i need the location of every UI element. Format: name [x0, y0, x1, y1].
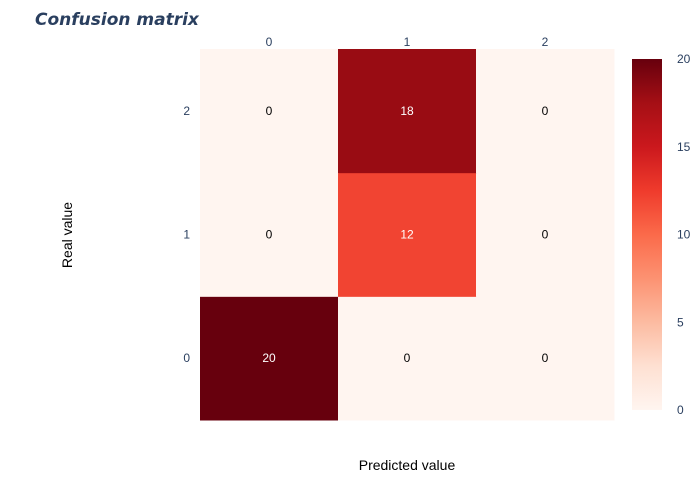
- cell-value-label: 0: [542, 104, 549, 118]
- heatmap-cells: [200, 49, 615, 421]
- y-tick-label: 1: [183, 228, 190, 242]
- cell-value-label: 0: [542, 351, 549, 365]
- x-tick-label: 0: [266, 35, 273, 49]
- heatmap-cell-1-2: [476, 172, 615, 297]
- colorbar-tick-label: 15: [677, 140, 691, 154]
- cell-value-label: 18: [400, 104, 414, 118]
- y-tick-label: 0: [183, 351, 190, 365]
- colorbar-tick-label: 0: [677, 403, 684, 417]
- heatmap-cell-0-1: [338, 296, 477, 421]
- y-tick-label: 2: [183, 104, 190, 118]
- cell-value-label: 0: [542, 228, 549, 242]
- y-axis-title: Real value: [59, 202, 75, 268]
- cell-labels: 20 0 0 0 12 0 0 18 0: [262, 104, 548, 365]
- heatmap-cell-0-2: [476, 296, 615, 421]
- x-axis-title: Predicted value: [359, 457, 456, 473]
- heatmap-cell-2-2: [476, 49, 615, 174]
- colorbar-tick-label: 10: [677, 228, 691, 242]
- x-tick-label: 1: [404, 35, 411, 49]
- cell-value-label: 0: [266, 104, 273, 118]
- heatmap-cell-1-1: [338, 172, 477, 297]
- cell-value-label: 0: [266, 228, 273, 242]
- colorbar: [632, 59, 662, 410]
- heatmap-cell-1-0: [200, 172, 339, 297]
- cell-value-label: 12: [400, 228, 414, 242]
- cell-value-label: 20: [262, 351, 276, 365]
- x-axis-ticks: 0 1 2: [266, 35, 549, 49]
- colorbar-tick-label: 5: [677, 315, 684, 329]
- cell-value-label: 0: [404, 351, 411, 365]
- heatmap-cell-2-0: [200, 49, 339, 174]
- x-tick-label: 2: [542, 35, 549, 49]
- y-axis-ticks: 0 1 2: [183, 104, 190, 365]
- chart-title: Confusion matrix: [35, 10, 200, 30]
- heatmap-cell-0-0: [200, 296, 339, 421]
- heatmap-cell-2-1: [338, 49, 477, 174]
- colorbar-ticks: 0 5 10 15 20: [677, 52, 691, 417]
- colorbar-tick-label: 20: [677, 52, 691, 66]
